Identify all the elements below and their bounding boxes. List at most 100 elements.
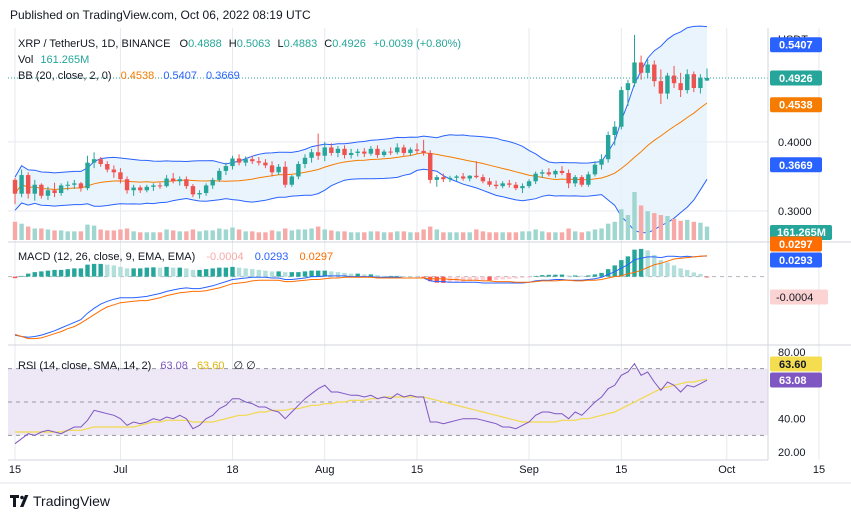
volume-bar <box>632 192 637 240</box>
candle-body <box>362 151 367 154</box>
bb-label: BB (20, close, 2, 0) <box>18 70 112 82</box>
macd-hist-bar <box>131 268 136 277</box>
macd-hist-bar <box>289 272 294 277</box>
volume-bar <box>315 226 321 240</box>
macd-hist-bar <box>579 275 584 277</box>
volume-bar <box>283 228 288 240</box>
macd-hist-bar <box>441 276 446 283</box>
macd-hist-bar <box>78 268 84 277</box>
macd-hist-bar <box>467 276 472 282</box>
macd-hist-bar <box>533 275 538 277</box>
candle-body <box>170 178 176 182</box>
macd-hist-bar <box>474 276 479 281</box>
time-label: Jul <box>113 464 127 476</box>
volume-bar <box>309 228 314 240</box>
candle-body <box>111 169 117 173</box>
tradingview-brand[interactable]: TradingView <box>33 493 111 509</box>
candle-body <box>230 158 235 167</box>
bb-upper-value: 0.5407 <box>163 70 197 82</box>
candle-body <box>269 165 275 173</box>
candle-body <box>124 179 130 191</box>
bb-lower-line <box>14 168 708 234</box>
rsi-ma-line <box>15 378 708 433</box>
macd-hist-bar <box>52 269 57 277</box>
macd-hist-bar <box>586 275 591 277</box>
volume-bar <box>513 232 519 240</box>
candle-body <box>276 166 281 173</box>
volume-bar <box>572 231 578 240</box>
macd-hist-bar <box>526 276 532 278</box>
macd-hist-bar <box>493 276 499 280</box>
macd-hist-bar <box>203 269 209 277</box>
macd-hist-bar <box>118 266 123 277</box>
candle-body <box>454 176 459 178</box>
volume-bar <box>645 211 650 240</box>
bb-basis-value: 0.4538 <box>121 70 155 82</box>
macd-hist-bar <box>322 270 327 277</box>
macd-hist-bar <box>111 265 117 277</box>
time-axis: 15 Jul 18 Aug 15 Sep 15 Oct 15 <box>9 464 825 476</box>
candle-body <box>691 74 697 89</box>
volume-bar <box>157 232 163 240</box>
macd-hist-bar <box>170 267 176 277</box>
macd-hist-bar <box>355 273 360 277</box>
candle-body <box>467 175 472 179</box>
macd-tag-hist-text: -0.0004 <box>776 292 813 304</box>
macd-hist-bar <box>45 270 51 277</box>
macd-hist-bar <box>678 268 683 277</box>
candle-body <box>184 179 189 187</box>
volume-bar <box>698 222 703 240</box>
macd-hist-bar <box>342 272 347 277</box>
volume-bar <box>579 232 584 240</box>
rsi-tag-rsi: 63.08 <box>770 372 822 388</box>
macd-tag-signal: 0.0297 <box>770 236 822 252</box>
volume-bar <box>39 228 44 240</box>
candle-body <box>520 186 525 189</box>
macd-hist-bar <box>243 268 248 277</box>
volume-bar <box>335 231 341 240</box>
macd-hist-bar <box>144 267 150 277</box>
volume-bar <box>32 228 37 240</box>
macd-hist-bar <box>105 264 110 277</box>
volume-bar <box>329 230 334 240</box>
price-tag-close: 0.4926 <box>770 70 822 86</box>
volume-bar <box>625 215 631 240</box>
bb-legend: BB (20, close, 2, 0) 0.4538 0.5407 0.366… <box>18 70 240 82</box>
volume-bar <box>638 205 644 240</box>
candle-body <box>289 176 294 185</box>
candle-body <box>138 187 143 191</box>
volume-bar <box>190 229 196 240</box>
tradingview-logo-icon[interactable] <box>10 495 29 507</box>
candle-body <box>671 75 677 84</box>
volume-bar <box>322 229 327 240</box>
volume-bar <box>605 223 611 240</box>
volume-bar <box>342 231 347 240</box>
macd-hist-bar <box>388 275 393 277</box>
bb-basis-line <box>14 102 708 194</box>
candle-body <box>408 149 413 153</box>
macd-hist-bar <box>612 265 617 277</box>
macd-hist-bar <box>605 269 611 277</box>
price-tag-basis-text: 0.4538 <box>779 100 813 112</box>
close-value: 0.4926 <box>332 38 366 50</box>
candle-body <box>632 62 637 84</box>
volume-bar <box>691 221 697 240</box>
volume-bar <box>428 226 433 240</box>
macd-hist-bar <box>698 273 703 277</box>
macd-hist-bar <box>302 271 308 277</box>
candle-body <box>72 183 77 185</box>
macd-hist-bar <box>315 270 321 277</box>
macd-hist-bar <box>685 269 690 277</box>
volume-bar <box>375 231 380 240</box>
macd-hist-bar <box>177 267 182 277</box>
volume-bar <box>619 209 624 240</box>
candle-body <box>599 159 604 165</box>
macd-hist-bar <box>500 276 505 280</box>
volume-bar <box>500 232 505 240</box>
macd-signal-value: 0.0297 <box>299 251 333 263</box>
volume-bar <box>671 218 677 240</box>
volume-bar <box>599 228 604 240</box>
macd-hist-bar <box>230 266 235 277</box>
symbol-name: XRP / TetherUS, 1D, BINANCE <box>18 38 170 50</box>
macd-hist-bar <box>362 274 367 277</box>
